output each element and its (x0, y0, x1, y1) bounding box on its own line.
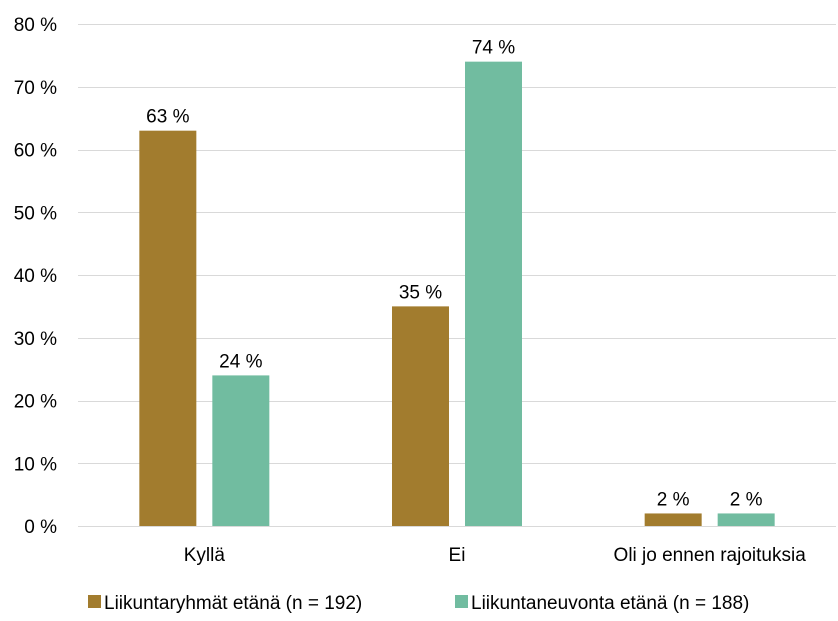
bar-series0-cat2 (644, 513, 702, 526)
data-label-series1-cat0: 24 % (219, 351, 262, 372)
legend-swatch-0 (88, 595, 101, 608)
legend-label-0: Liikuntaryhmät etänä (n = 192) (104, 593, 362, 614)
legend: Liikuntaryhmät etänä (n = 192) Liikuntane… (88, 593, 749, 614)
category-label-1: Ei (449, 545, 466, 566)
y-tick-label-50: 50 % (14, 203, 57, 224)
category-labels: Kyllä Ei Oli jo ennen rajoituksia (184, 545, 806, 566)
y-tick-label-20: 20 % (14, 392, 57, 413)
legend-label-1: Liikuntaneuvonta etänä (n = 188) (471, 593, 749, 614)
data-label-series0-cat0: 63 % (146, 107, 189, 128)
category-label-0: Kyllä (184, 545, 226, 566)
category-label-2: Oli jo ennen rajoituksia (614, 545, 807, 566)
y-tick-label-40: 40 % (14, 266, 57, 287)
legend-swatch-1 (455, 595, 468, 608)
y-tick-label-60: 60 % (14, 141, 57, 162)
bar-series1-cat2 (717, 513, 775, 526)
bars (139, 61, 775, 527)
gridlines (78, 24, 836, 527)
bar-series0-cat0 (139, 130, 197, 527)
data-label-series0-cat2: 2 % (657, 489, 690, 510)
bar-series1-cat0 (212, 375, 270, 526)
data-labels: 63 % 24 % 35 % 74 % 2 % 2 % (146, 38, 762, 511)
y-tick-label-70: 70 % (14, 78, 57, 99)
data-label-series1-cat1: 74 % (472, 38, 515, 59)
y-tick-label-80: 80 % (14, 15, 57, 36)
bar-series0-cat1 (392, 306, 449, 526)
data-label-series0-cat1: 35 % (399, 282, 442, 303)
y-axis-tick-labels: 0 % 10 % 20 % 30 % 40 % 50 % 60 % 70 % 80 % (14, 15, 57, 538)
bar-series1-cat1 (465, 61, 522, 527)
y-tick-label-10: 10 % (14, 454, 57, 475)
y-tick-label-0: 0 % (24, 517, 57, 538)
y-tick-label-30: 30 % (14, 329, 57, 350)
data-label-series1-cat2: 2 % (730, 489, 763, 510)
